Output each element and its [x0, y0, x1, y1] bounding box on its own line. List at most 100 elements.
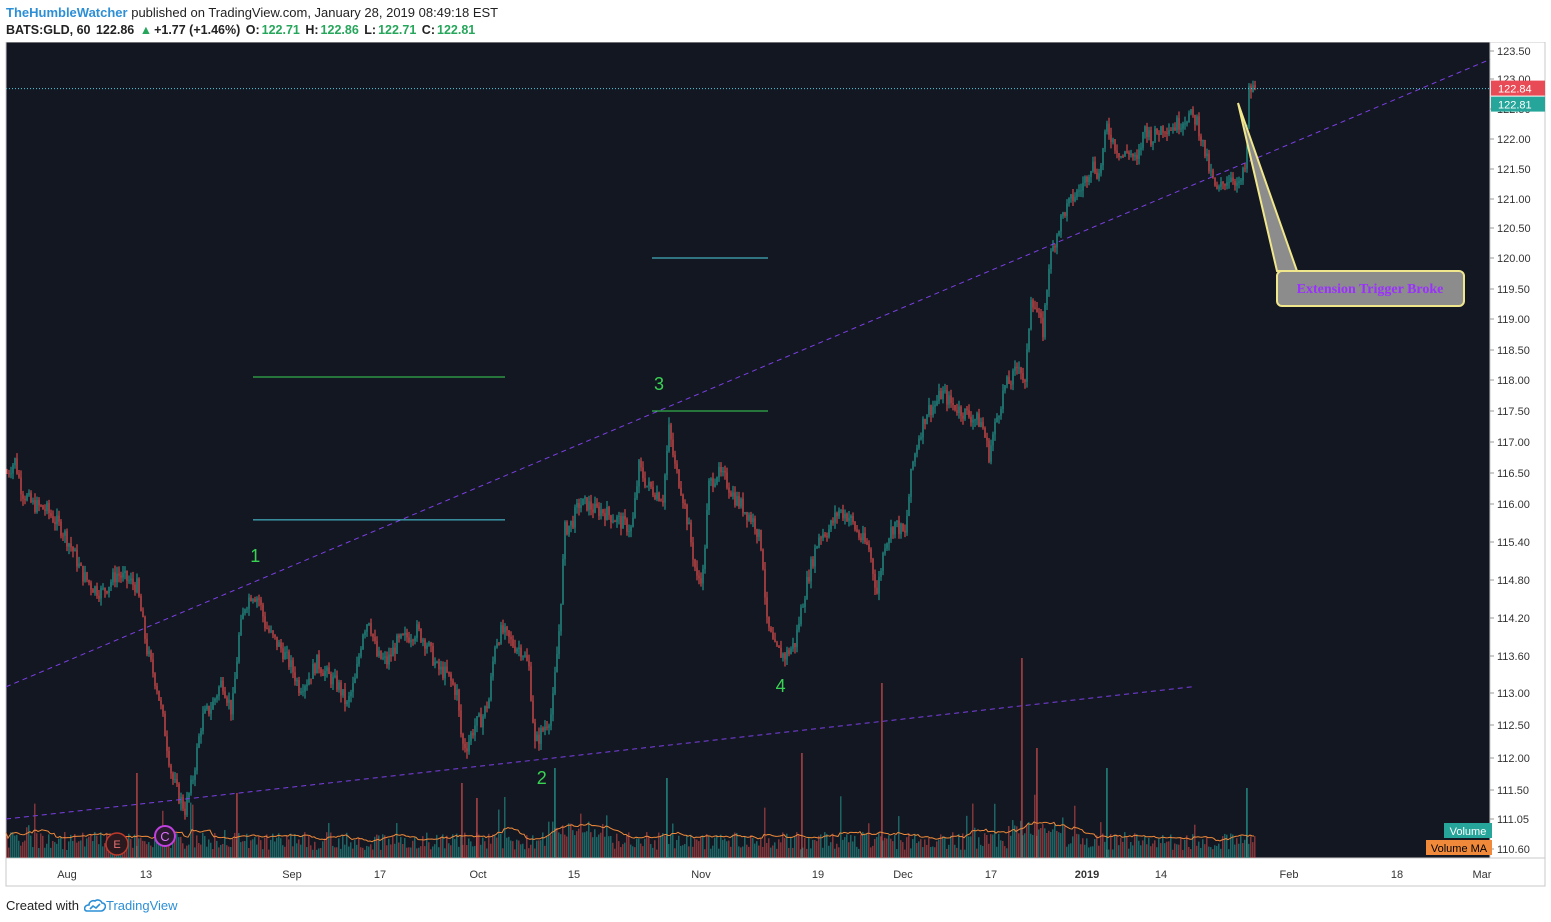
candle-body — [482, 716, 484, 728]
volume-bar — [1044, 828, 1046, 858]
tradingview-brand[interactable]: TradingView — [106, 898, 178, 913]
candle-body — [100, 588, 102, 599]
candle-body — [1194, 114, 1196, 125]
volume-bar — [1188, 846, 1190, 858]
volume-bar — [290, 833, 292, 858]
candle-body — [1056, 235, 1058, 248]
candle-body — [576, 502, 578, 508]
candle-body — [202, 713, 204, 731]
candle-body — [492, 661, 494, 677]
candle-body — [172, 773, 174, 781]
volume-bar — [594, 829, 596, 858]
volume-spike — [801, 753, 803, 858]
volume-bar — [40, 833, 42, 858]
candle-body — [532, 700, 534, 723]
candle-body — [430, 642, 432, 646]
candle-body — [458, 689, 460, 711]
volume-bar — [234, 832, 236, 858]
volume-bar — [1054, 824, 1056, 858]
symbol-label[interactable]: BATS:GLD, 60 — [6, 23, 91, 37]
price-tick-label: 113.60 — [1497, 651, 1530, 663]
candle-body — [962, 415, 964, 419]
volume-bar — [328, 823, 330, 858]
candle-body — [90, 582, 92, 590]
candle-body — [1168, 130, 1170, 134]
volume-bar — [1098, 845, 1100, 858]
candle-body — [442, 666, 444, 679]
candle-body — [44, 509, 46, 511]
volume-bar — [652, 847, 654, 858]
candle-body — [146, 638, 148, 654]
candle-body — [356, 663, 358, 678]
candle-body — [228, 699, 230, 703]
volume-spike — [666, 778, 668, 858]
volume-bar — [1056, 830, 1058, 858]
candle-body — [1060, 215, 1062, 232]
candle-body — [910, 468, 912, 497]
candle-body — [346, 701, 348, 704]
volume-bar — [522, 843, 524, 858]
volume-bar — [544, 845, 546, 858]
price-tick-label: 112.00 — [1497, 753, 1530, 765]
candle-body — [434, 662, 436, 666]
volume-bar — [744, 836, 746, 858]
volume-bar — [626, 835, 628, 858]
volume-bar — [662, 833, 664, 858]
volume-bar — [608, 836, 610, 858]
volume-bar — [582, 832, 584, 858]
candle-body — [174, 779, 176, 781]
candle-body — [738, 496, 740, 507]
volume-bar — [672, 823, 674, 858]
candle-body — [1184, 123, 1186, 125]
volume-spike — [461, 783, 463, 858]
candle-body — [424, 639, 426, 649]
volume-bar — [456, 833, 458, 858]
candle-body — [384, 656, 386, 658]
volume-bar — [978, 837, 980, 858]
candle-body — [198, 736, 200, 748]
volume-bar — [816, 841, 818, 858]
volume-bar — [348, 846, 350, 858]
candle-body — [520, 647, 522, 657]
candle-body — [534, 722, 536, 741]
volume-bar — [270, 839, 272, 858]
candle-body — [702, 568, 704, 584]
volume-bar — [414, 837, 416, 858]
candle-body — [1254, 85, 1256, 90]
author-link[interactable]: TheHumbleWatcher — [6, 5, 128, 20]
candle-body — [770, 627, 772, 632]
volume-bar — [26, 827, 28, 858]
volume-bar — [46, 843, 48, 858]
volume-bar — [610, 835, 612, 858]
volume-bar — [820, 834, 822, 858]
volume-bar — [210, 842, 212, 858]
candle-body — [1224, 183, 1226, 186]
volume-bar — [596, 836, 598, 858]
candle-body — [852, 515, 854, 523]
candle-body — [1050, 251, 1052, 269]
candle-body — [206, 705, 208, 709]
candle-body — [784, 653, 786, 660]
time-axis-background[interactable] — [6, 858, 1545, 886]
volume-bar — [274, 841, 276, 858]
candle-body — [318, 654, 320, 669]
candle-body — [300, 691, 302, 694]
candle-body — [480, 713, 482, 728]
volume-bar — [1068, 844, 1070, 858]
volume-bar — [66, 849, 68, 858]
candle-body — [1032, 300, 1034, 308]
volume-bar — [1110, 833, 1112, 858]
volume-bar — [528, 848, 530, 858]
candle-body — [382, 657, 384, 659]
callout-text: Extension Trigger Broke — [1297, 282, 1444, 297]
price-axis-background[interactable] — [1490, 42, 1545, 858]
candle-body — [226, 697, 228, 703]
volume-bar — [912, 839, 914, 858]
volume-bar — [1090, 846, 1092, 858]
chart-frame — [5, 42, 1546, 887]
volume-bar — [858, 848, 860, 858]
candle-body — [1140, 147, 1142, 150]
candle-body — [98, 595, 100, 599]
candle-body — [890, 527, 892, 539]
